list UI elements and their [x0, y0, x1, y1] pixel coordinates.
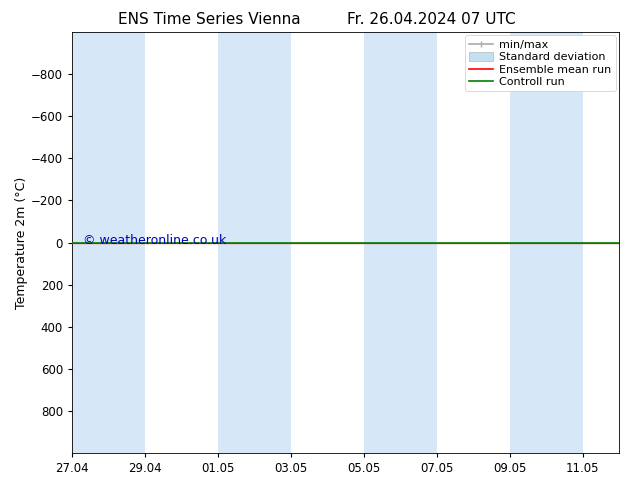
Bar: [364, 32, 437, 453]
Bar: [218, 32, 291, 453]
Legend: min/max, Standard deviation, Ensemble mean run, Controll run: min/max, Standard deviation, Ensemble me…: [465, 35, 616, 92]
Text: ENS Time Series Vienna: ENS Time Series Vienna: [118, 12, 301, 27]
Bar: [72, 32, 145, 453]
Text: Fr. 26.04.2024 07 UTC: Fr. 26.04.2024 07 UTC: [347, 12, 515, 27]
Text: © weatheronline.co.uk: © weatheronline.co.uk: [83, 234, 226, 247]
Bar: [510, 32, 583, 453]
Y-axis label: Temperature 2m (°C): Temperature 2m (°C): [15, 176, 28, 309]
